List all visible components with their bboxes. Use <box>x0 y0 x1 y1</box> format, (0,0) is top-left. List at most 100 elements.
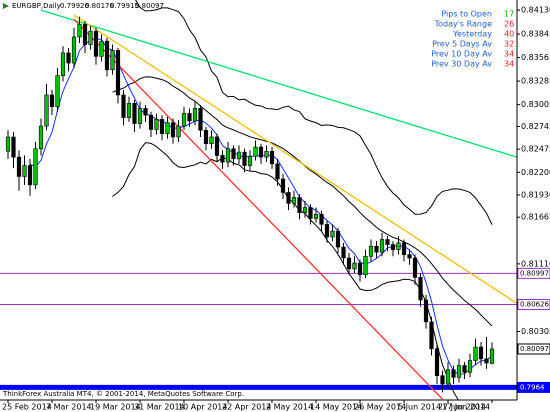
info-label: Pips to Open <box>441 10 492 19</box>
header-price: 0.79926 <box>60 2 89 10</box>
price-tag <box>517 381 550 393</box>
candle-body <box>390 244 396 250</box>
x-tick-label: 31 Mar 2014 <box>134 403 185 412</box>
candle-body <box>198 108 203 131</box>
candle-body <box>121 94 126 118</box>
candle-body <box>104 40 110 71</box>
candle-body <box>434 348 440 376</box>
candle-body <box>209 136 214 144</box>
price-tag-label: 0.7964 <box>520 383 545 391</box>
x-tick-label: 14 May 2014 <box>310 403 362 412</box>
candle-body <box>489 348 495 364</box>
info-value: 34 <box>504 60 514 69</box>
candle-body <box>88 30 93 45</box>
info-value: 17 <box>504 10 514 19</box>
candle-body <box>236 151 242 160</box>
candle-body <box>203 129 209 144</box>
info-label: Prev 10 Day Av <box>431 50 492 59</box>
candle-body <box>374 245 379 253</box>
candle-body <box>264 150 269 158</box>
candle-body <box>176 125 181 138</box>
candle-body <box>330 230 335 238</box>
info-label: Prev 5 Days Av <box>432 40 492 49</box>
candle-body <box>462 365 467 373</box>
candle-body <box>319 213 324 225</box>
candle-body <box>286 192 291 204</box>
candle-body <box>302 207 308 213</box>
y-tick-label: 0.80305 <box>521 327 550 336</box>
candle-body <box>110 50 115 71</box>
x-tick-label: 7 Mar 2014 <box>46 403 92 412</box>
candle-body <box>115 50 121 96</box>
info-value: 34 <box>504 50 514 59</box>
candle-body <box>445 369 451 385</box>
candle-body <box>346 257 352 270</box>
candle-body <box>341 246 346 259</box>
bollinger-upper <box>135 0 493 225</box>
header-price: 0.80176 <box>85 2 114 10</box>
candle-body <box>423 299 429 323</box>
candle-body <box>143 108 148 116</box>
price-tag <box>517 267 550 279</box>
candle-body <box>253 146 258 157</box>
x-tick-label: 25 Feb 2014 <box>2 403 52 412</box>
candle-body <box>38 125 44 150</box>
candle-body <box>280 178 286 193</box>
candle-body <box>49 94 55 108</box>
chart-title: EURGBP,Daily <box>12 2 61 10</box>
header-price: 0.79915 <box>110 2 139 10</box>
candle-body <box>242 151 247 166</box>
header-price: 0.80097 <box>135 2 164 10</box>
trend-line <box>73 18 443 400</box>
candle-body <box>60 52 66 76</box>
y-tick-label: 0.83005 <box>521 100 550 109</box>
candle-body <box>5 136 11 152</box>
candle-body <box>368 245 374 257</box>
candle-body <box>16 156 22 177</box>
candle-body <box>192 108 198 122</box>
candle-body <box>165 122 170 134</box>
price-tag <box>517 343 550 355</box>
candle-body <box>308 207 313 219</box>
candle-body <box>66 52 71 64</box>
candle-body <box>418 277 423 301</box>
trend-line <box>40 9 517 158</box>
candle-body <box>401 242 407 255</box>
x-tick-label: 5 Jun 2014 <box>398 403 441 412</box>
candle-body <box>258 146 264 158</box>
candle-body <box>379 239 385 253</box>
candle-body <box>148 114 154 130</box>
bollinger-lower <box>112 142 459 400</box>
candle-body <box>440 375 445 385</box>
price-tag <box>517 299 550 311</box>
y-tick-label: 0.81665 <box>521 213 550 222</box>
candle-body <box>313 213 319 219</box>
info-value: 40 <box>504 30 514 39</box>
plot-area <box>0 0 517 400</box>
candle-body <box>137 108 143 124</box>
candle-body <box>363 256 368 276</box>
candle-body <box>99 40 104 57</box>
x-tick-label: 19 Mar 2014 <box>90 403 141 412</box>
candle-body <box>297 197 302 213</box>
price-tag-label: 0.80097 <box>520 345 549 353</box>
y-tick-label: 0.82475 <box>521 145 550 154</box>
info-value: 26 <box>504 20 514 29</box>
candle-body <box>396 242 401 250</box>
candle-body <box>33 148 38 186</box>
candle-body <box>231 148 236 160</box>
candle-body <box>467 360 473 373</box>
x-tick-label: 22 Apr 2014 <box>222 403 271 412</box>
x-tick-label: 26 May 2014 <box>354 403 406 412</box>
x-tick-label: 10 Apr 2014 <box>178 403 227 412</box>
y-tick-label: 0.83845 <box>521 30 550 39</box>
candle-body <box>412 257 418 278</box>
candle-body <box>170 122 176 138</box>
x-tick-label: 27 Jun 2014 <box>438 403 486 412</box>
candle-body <box>357 262 363 276</box>
